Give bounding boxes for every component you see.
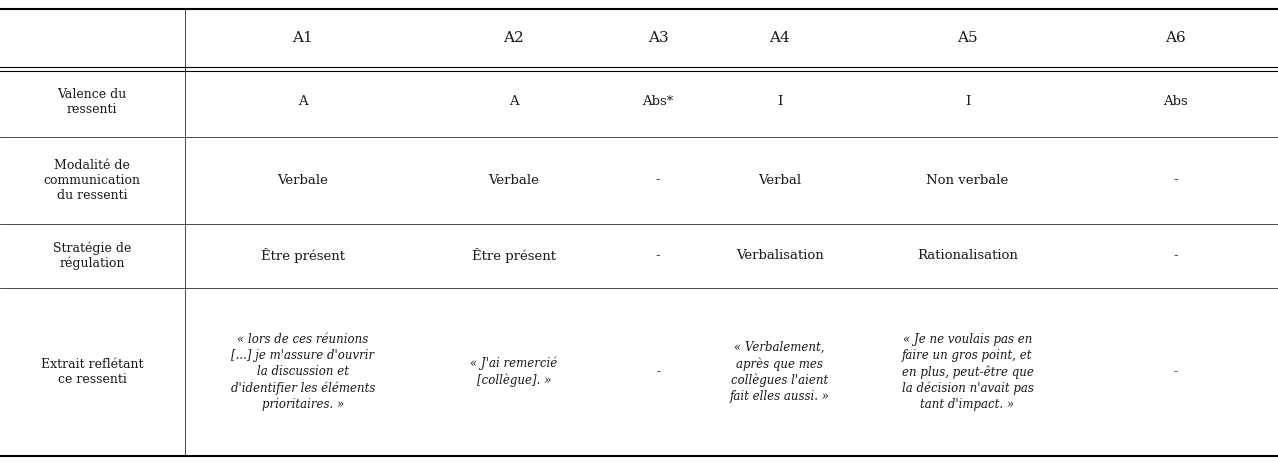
Text: Rationalisation: Rationalisation xyxy=(918,249,1017,262)
Text: Verbale: Verbale xyxy=(488,173,539,186)
Text: « J'ai remercié
[collègue]. »: « J'ai remercié [collègue]. » xyxy=(470,357,557,387)
Text: Abs: Abs xyxy=(1163,95,1189,108)
Text: I: I xyxy=(965,95,970,108)
Text: -: - xyxy=(1173,365,1178,379)
Text: A3: A3 xyxy=(648,31,668,45)
Text: A5: A5 xyxy=(957,31,978,45)
Text: Extrait reflétant
ce ressenti: Extrait reflétant ce ressenti xyxy=(41,358,143,386)
Text: A1: A1 xyxy=(293,31,313,45)
Text: Non verbale: Non verbale xyxy=(927,173,1008,186)
Text: A4: A4 xyxy=(769,31,790,45)
Text: Verbalisation: Verbalisation xyxy=(736,249,823,262)
Text: A2: A2 xyxy=(504,31,524,45)
Text: Verbal: Verbal xyxy=(758,173,801,186)
Text: Être présent: Être présent xyxy=(261,248,345,264)
Text: Valence du
ressenti: Valence du ressenti xyxy=(58,88,127,116)
Text: A: A xyxy=(509,95,519,108)
Text: « Verbalement,
après que mes
collègues l'aient
fait elles aussi. »: « Verbalement, après que mes collègues l… xyxy=(730,341,829,403)
Text: Verbale: Verbale xyxy=(277,173,328,186)
Text: Modalité de
communication
du ressenti: Modalité de communication du ressenti xyxy=(43,159,141,201)
Text: -: - xyxy=(1173,173,1178,186)
Text: « lors de ces réunions
[...] je m'assure d'ouvrir
la discussion et
d'identifier : « lors de ces réunions [...] je m'assure… xyxy=(231,333,374,411)
Text: -: - xyxy=(656,249,661,262)
Text: Être présent: Être présent xyxy=(472,248,556,264)
Text: -: - xyxy=(656,173,661,186)
Text: I: I xyxy=(777,95,782,108)
Text: -: - xyxy=(656,365,661,379)
Text: Stratégie de
régulation: Stratégie de régulation xyxy=(52,241,132,271)
Text: A6: A6 xyxy=(1166,31,1186,45)
Text: Abs*: Abs* xyxy=(643,95,674,108)
Text: -: - xyxy=(1173,249,1178,262)
Text: A: A xyxy=(298,95,308,108)
Text: « Je ne voulais pas en
faire un gros point, et
en plus, peut-être que
la décisio: « Je ne voulais pas en faire un gros poi… xyxy=(901,333,1034,411)
